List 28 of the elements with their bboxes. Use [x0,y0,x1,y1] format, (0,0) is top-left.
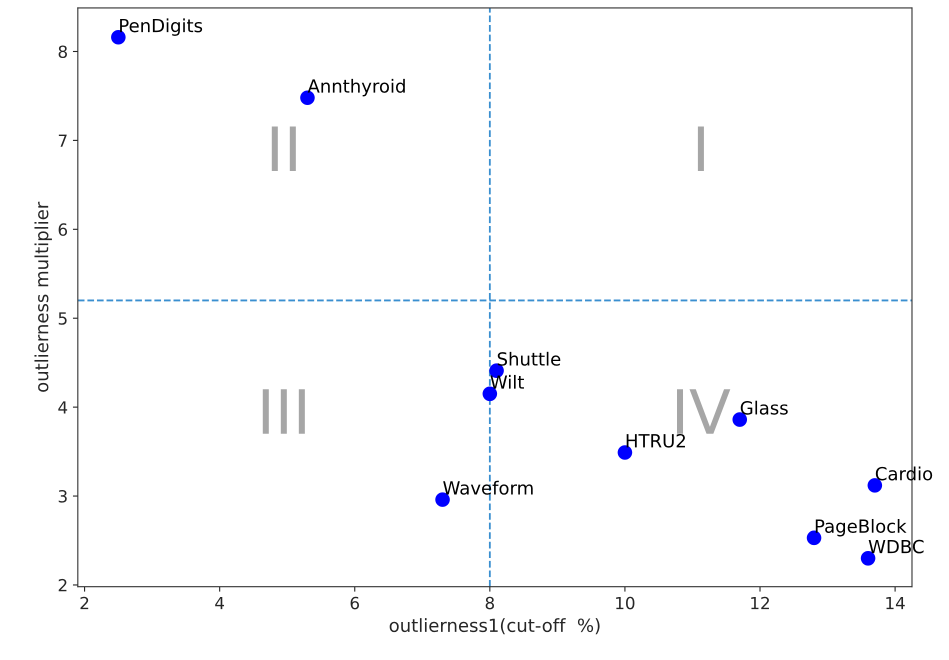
annotation: II [272,126,296,172]
y-tick-label: 8 [58,45,67,58]
annotation: III [262,389,305,434]
y-tick-label: 5 [58,312,67,325]
annotation: Annthyroid [308,78,405,96]
y-tick-label: 2 [58,578,66,592]
y-tick-label: 4 [58,401,68,414]
annotation: Glass [740,400,788,415]
y-tick-label: 6 [58,223,68,236]
x-tick-label: 12 [751,596,769,610]
annotation: Waveform [443,480,533,495]
y-tick-label: 7 [58,134,67,147]
x-tick-label: 10 [616,596,634,610]
y-tick-label: 3 [58,490,67,503]
x-tick-label: 8 [486,596,494,610]
annotation: Wilt [490,374,524,389]
x-tick-label: 6 [350,596,359,610]
x-tick-label: 4 [215,596,224,610]
annotation: HTRU2 [626,434,685,448]
x-axis-title: outlierness1(cut-off %) [390,618,600,634]
annotation: PenDigits [120,18,202,36]
y-axis-title: outlierness multiplier [34,202,52,392]
x-tick-label: 14 [886,596,905,610]
annotation: PageBlock [816,518,907,536]
annotation: IV [676,389,730,434]
annotation: Shuttle [498,352,560,366]
annotation: I [698,126,704,172]
x-tick-label: 2 [80,596,88,610]
